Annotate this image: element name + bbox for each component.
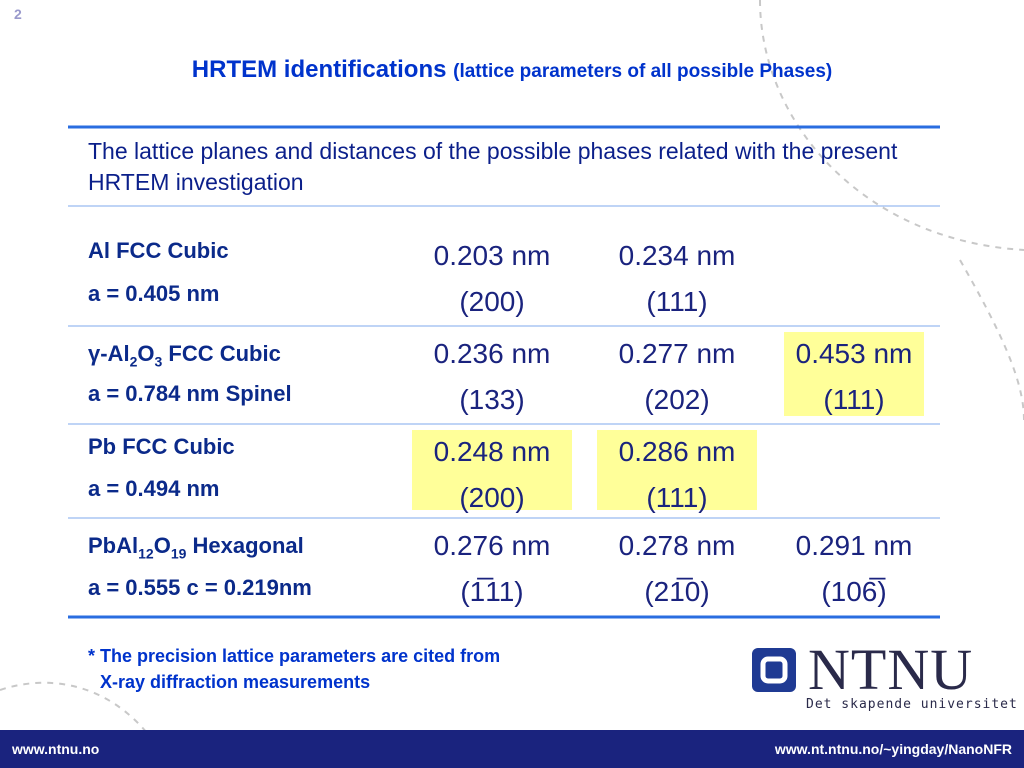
title-sub: (lattice parameters of all possible Phas… bbox=[453, 61, 833, 82]
plane-index: (106̅) bbox=[821, 576, 887, 607]
plane-distance: 0.278 nm bbox=[618, 530, 736, 561]
plane-distance: 0.236 nm bbox=[433, 338, 551, 369]
plane-distance: 0.453 nm bbox=[795, 338, 913, 369]
footer-left: www.ntnu.no bbox=[12, 741, 100, 757]
plane-distance: 0.276 nm bbox=[433, 530, 551, 561]
phase-part: γ-Al bbox=[88, 341, 130, 366]
plane-index: (133) bbox=[459, 384, 525, 415]
plane-distance: 0.291 nm bbox=[795, 530, 913, 561]
lattice-cell: 0.203 nm (200) bbox=[412, 234, 572, 340]
footer-right: www.nt.ntnu.no/~yingday/NanoNFR bbox=[774, 741, 1012, 757]
logo-name: NTNU bbox=[808, 637, 974, 702]
plane-distance: 0.286 nm bbox=[618, 436, 736, 467]
plane-index: (1̅11) bbox=[460, 576, 524, 607]
lattice-cell: 0.291 nm (106̅) bbox=[784, 524, 924, 609]
phase-name: γ-Al2O3 FCC Cubic bbox=[88, 341, 281, 369]
phase-part: O bbox=[137, 341, 155, 366]
note: * The precision lattice parameters are c… bbox=[88, 643, 500, 695]
lattice-cell: 0.453 nm (111) bbox=[784, 332, 924, 416]
slide-title: HRTEM identifications (lattice parameter… bbox=[0, 56, 1024, 84]
phase-part: PbAl bbox=[88, 533, 139, 558]
plane-distance: 0.203 nm bbox=[433, 240, 551, 271]
phase-part: FCC Cubic bbox=[162, 341, 281, 366]
note-line: X-ray diffraction measurements bbox=[100, 672, 371, 692]
lattice-cell: 0.277 nm (202) bbox=[597, 332, 757, 416]
plane-index: (111) bbox=[646, 286, 708, 317]
lattice-cell: 0.276 nm (1̅11) bbox=[412, 524, 572, 609]
plane-distance: 0.277 nm bbox=[618, 338, 736, 369]
plane-index: (202) bbox=[644, 384, 710, 415]
note-line: * The precision lattice parameters are c… bbox=[88, 646, 501, 666]
phase-part: 3 bbox=[154, 353, 163, 370]
plane-index: (200) bbox=[459, 482, 525, 513]
lattice-parameter: a = 0.784 nm Spinel bbox=[88, 381, 292, 406]
lattice-cell: 0.234 nm (111) bbox=[597, 234, 757, 340]
phase-part: 19 bbox=[170, 545, 187, 562]
phase-part: O bbox=[153, 533, 171, 558]
title-main: HRTEM identifications bbox=[191, 56, 447, 83]
phase-part: Al FCC Cubic bbox=[88, 238, 229, 263]
plane-index: (111) bbox=[823, 384, 885, 415]
footer-bar bbox=[0, 730, 1024, 768]
slide-number: 2 bbox=[14, 6, 22, 22]
lattice-cell: 0.248 nm (200) bbox=[412, 430, 572, 513]
plane-distance: 0.248 nm bbox=[433, 436, 551, 467]
phase-name: PbAl12O19 Hexagonal bbox=[88, 533, 304, 561]
lattice-parameter: a = 0.494 nm bbox=[88, 476, 220, 501]
plane-index: (200) bbox=[459, 286, 525, 317]
lattice-cell: 0.286 nm (111) bbox=[597, 430, 757, 513]
table-header: The lattice planes and distances of the … bbox=[88, 138, 898, 195]
phase-name: Al FCC Cubic bbox=[88, 238, 229, 264]
logo-tagline: Det skapende universitet bbox=[806, 697, 1018, 712]
lattice-parameter: a = 0.405 nm bbox=[88, 281, 220, 306]
phase-part: 2 bbox=[129, 353, 138, 370]
phase-part: Pb FCC Cubic bbox=[88, 434, 235, 459]
lattice-parameter: a = 0.555 c = 0.219nm bbox=[88, 575, 312, 600]
phase-part: Hexagonal bbox=[186, 533, 304, 558]
plane-index: (21̅0) bbox=[644, 576, 710, 607]
plane-distance: 0.234 nm bbox=[618, 240, 736, 271]
plane-index: (111) bbox=[646, 482, 708, 513]
phase-part: 12 bbox=[138, 545, 154, 562]
lattice-cell: 0.278 nm (21̅0) bbox=[597, 524, 757, 609]
lattice-cell: 0.236 nm (133) bbox=[412, 332, 572, 416]
phase-name: Pb FCC Cubic bbox=[88, 434, 235, 460]
